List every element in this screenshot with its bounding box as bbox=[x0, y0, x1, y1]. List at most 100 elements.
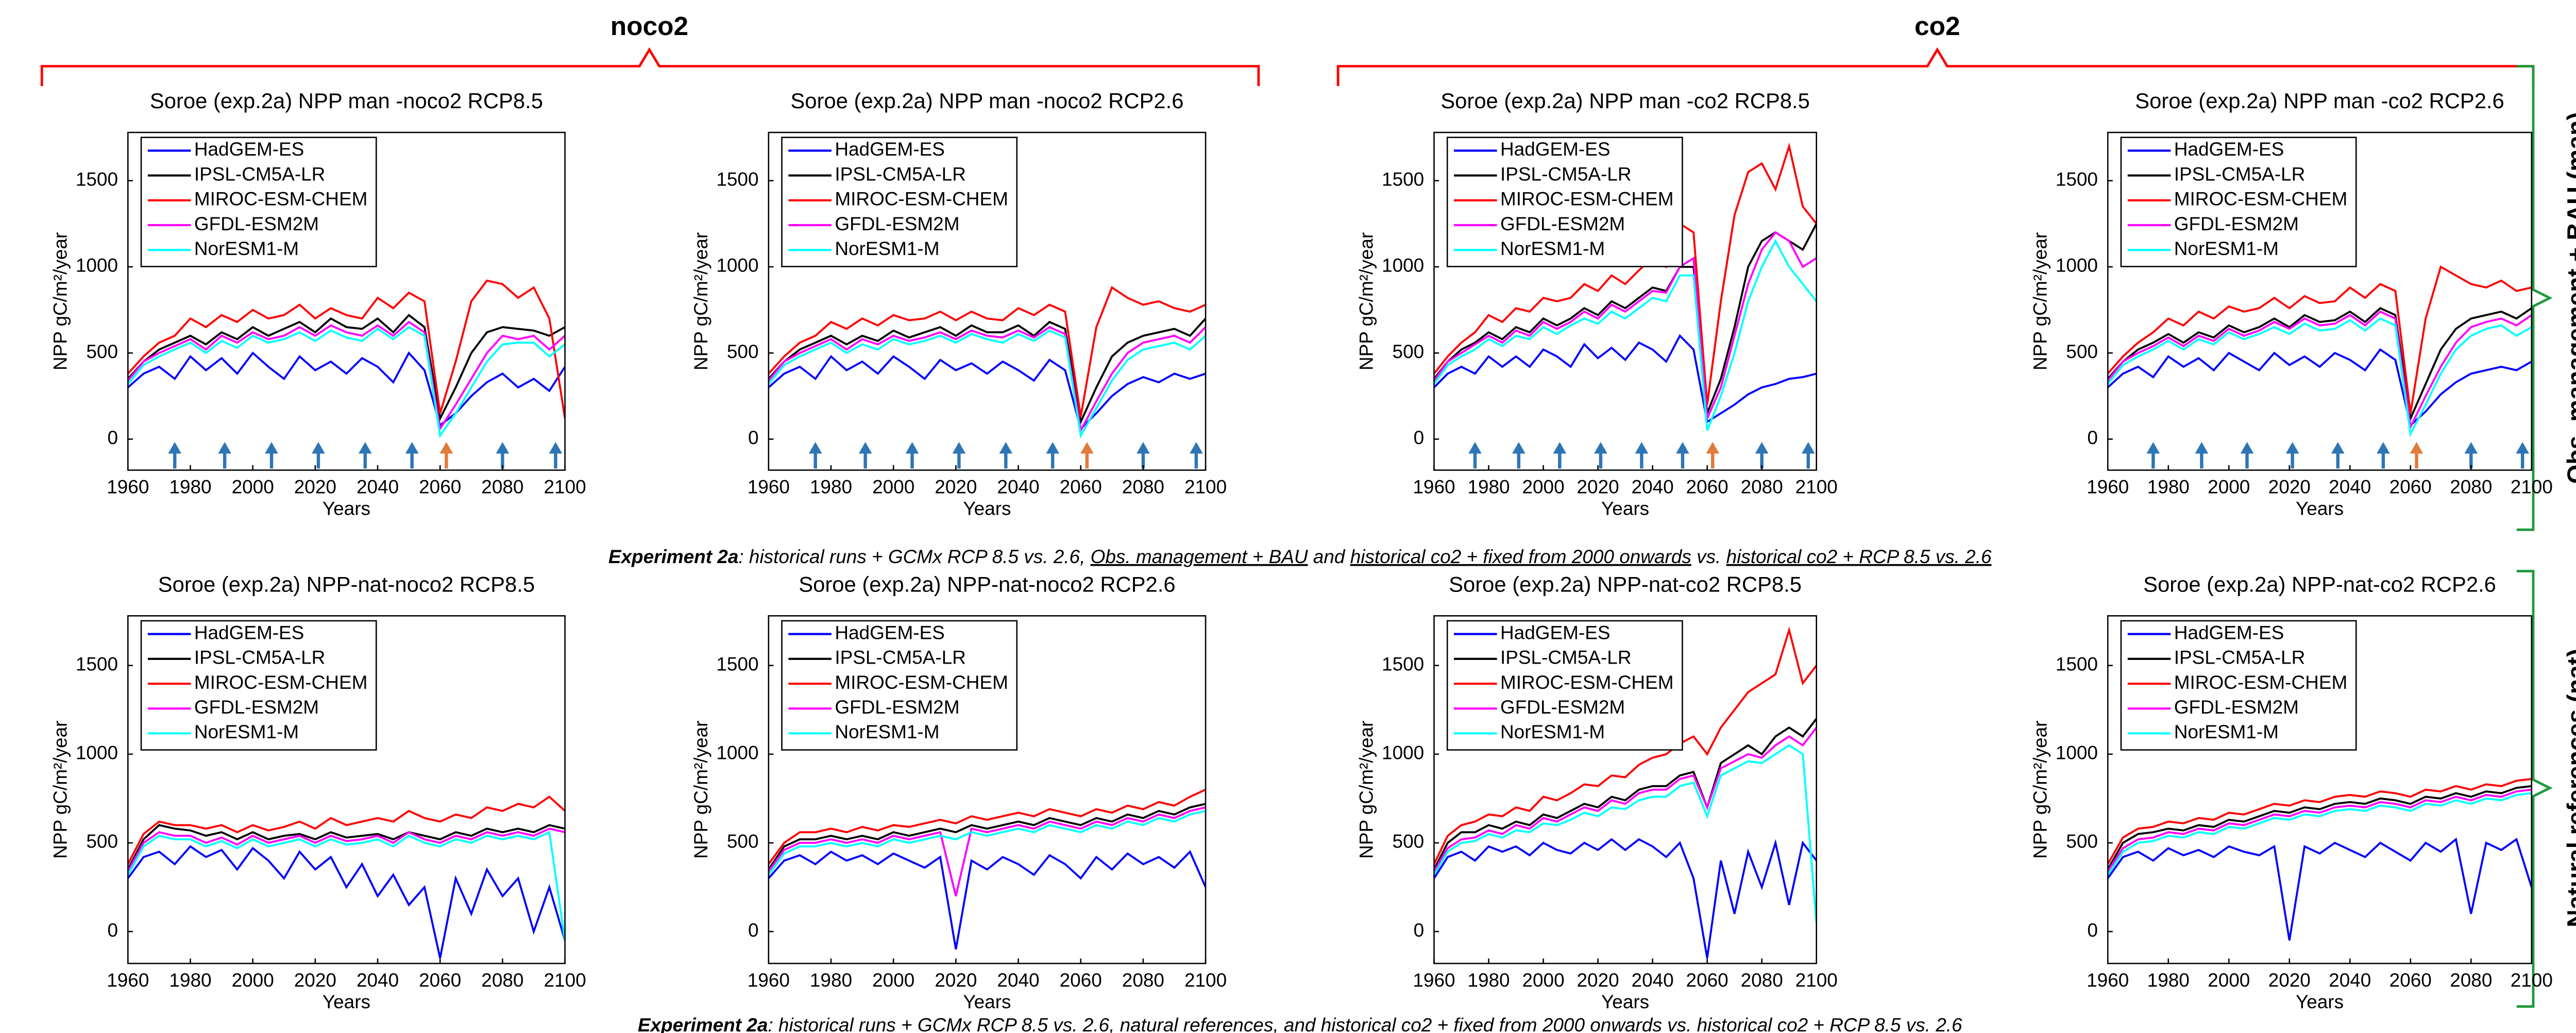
arrow-head bbox=[1755, 442, 1769, 454]
arrow-head bbox=[265, 442, 278, 454]
series-line bbox=[1434, 142, 1817, 405]
y-tick-label: 500 bbox=[727, 341, 759, 362]
caption-part: historical co2 + RCP 8.5 vs. 2.6 bbox=[1726, 546, 1992, 567]
series-line bbox=[768, 806, 1206, 896]
series-line bbox=[1434, 626, 1817, 865]
event-arrow bbox=[1046, 442, 1060, 469]
x-tick-label: 2020 bbox=[2268, 970, 2311, 991]
legend-label: NorESM1-M bbox=[194, 238, 299, 259]
panel-title: Soroe (exp.2a) NPP-nat-co2 RCP8.5 bbox=[1449, 572, 1802, 596]
series-line bbox=[768, 803, 1206, 870]
arrow-head bbox=[405, 442, 419, 454]
arrow-head bbox=[1512, 442, 1526, 454]
arrow-head bbox=[549, 442, 563, 454]
caption-part: : historical runs + GCMx RCP 8.5 vs. 2.6… bbox=[738, 546, 1090, 567]
event-arrow bbox=[999, 442, 1013, 469]
x-tick-label: 2000 bbox=[872, 477, 914, 498]
caption-part: Experiment 2a bbox=[608, 546, 739, 567]
x-tick-label: 2080 bbox=[1122, 970, 1164, 991]
event-arrow bbox=[1676, 442, 1689, 469]
x-tick-label: 2040 bbox=[357, 477, 399, 498]
panel: Soroe (exp.2a) NPP-nat-noco2 RCP2.6 Years… bbox=[690, 572, 1227, 1012]
caption: Experiment 2a: historical runs + GCMx RC… bbox=[608, 546, 1992, 567]
series-line bbox=[1434, 726, 1817, 872]
x-tick-label: 2000 bbox=[2208, 970, 2250, 991]
y-tick-label: 500 bbox=[86, 341, 118, 362]
x-tick-label: 2060 bbox=[1060, 477, 1102, 498]
y-tick-label: 1500 bbox=[716, 168, 758, 190]
series-line bbox=[768, 326, 1206, 434]
series-line bbox=[128, 831, 565, 941]
legend-label: HadGEM-ES bbox=[835, 139, 944, 160]
x-tick-label: 2100 bbox=[2511, 970, 2553, 991]
plot-frame bbox=[768, 615, 1207, 964]
legend-label: GFDL-ESM2M bbox=[1500, 213, 1625, 234]
y-tick-label: 0 bbox=[2087, 920, 2098, 941]
event-arrow bbox=[439, 442, 453, 469]
x-tick-label: 1960 bbox=[2087, 477, 2129, 498]
series-line bbox=[2108, 307, 2532, 422]
x-tick-label: 2020 bbox=[935, 477, 977, 498]
y-tick-label: 1000 bbox=[2056, 255, 2098, 276]
event-arrow bbox=[358, 442, 372, 469]
panel-title: Soroe (exp.2a) NPP-nat-noco2 RCP8.5 bbox=[158, 572, 535, 596]
legend-label: GFDL-ESM2M bbox=[835, 213, 959, 234]
event-arrow bbox=[2377, 442, 2390, 469]
series-line bbox=[1434, 239, 1817, 431]
event-arrow bbox=[1635, 442, 1649, 469]
x-tick-label: 2060 bbox=[2389, 970, 2432, 991]
legend-label: IPSL-CM5A-LR bbox=[194, 647, 326, 668]
legend-label: HadGEM-ES bbox=[2174, 139, 2284, 160]
panel: Soroe (exp.2a) NPP man -noco2 RCP8.5 Year… bbox=[50, 89, 586, 519]
arrow-head bbox=[496, 442, 510, 454]
x-tick-label: 2000 bbox=[232, 477, 274, 498]
legend-label: GFDL-ESM2M bbox=[2174, 697, 2299, 718]
y-axis-label: NPP gC/m²/year bbox=[2029, 721, 2050, 859]
caption-part: historical co2 + fixed from 2000 onwards bbox=[1350, 546, 1691, 567]
arrow-head bbox=[2410, 442, 2424, 454]
legend-label: NorESM1-M bbox=[194, 721, 299, 742]
x-axis-label: Years bbox=[1601, 991, 1649, 1012]
y-tick-label: 1500 bbox=[2056, 168, 2098, 190]
series-line bbox=[768, 317, 1206, 426]
series-line bbox=[768, 810, 1206, 876]
panel: Soroe (exp.2a) NPP man -co2 RCP2.6 Years N… bbox=[2029, 89, 2552, 519]
x-tick-label: 2020 bbox=[1577, 477, 1619, 498]
x-tick-label: 2100 bbox=[544, 477, 586, 498]
y-tick-label: 1000 bbox=[716, 255, 758, 276]
arrow-head bbox=[1801, 442, 1815, 454]
x-tick-label: 2020 bbox=[935, 970, 977, 991]
arrow-head bbox=[1635, 442, 1649, 454]
panel-title: Soroe (exp.2a) NPP man -co2 RCP2.6 bbox=[2135, 89, 2504, 113]
series-line bbox=[2108, 788, 2532, 872]
y-axis-label: NPP gC/m²/year bbox=[1356, 721, 1377, 859]
arrow-head bbox=[439, 442, 453, 454]
legend-label: IPSL-CM5A-LR bbox=[835, 647, 966, 668]
x-tick-label: 2060 bbox=[1686, 970, 1728, 991]
y-tick-label: 1500 bbox=[76, 168, 118, 190]
panel: Soroe (exp.2a) NPP-nat-co2 RCP8.5 Years NP… bbox=[1356, 572, 1838, 1012]
x-tick-label: 1960 bbox=[1413, 970, 1455, 991]
y-tick-label: 1500 bbox=[716, 653, 758, 674]
series-line bbox=[768, 354, 1206, 431]
x-tick-label: 2020 bbox=[294, 477, 336, 498]
series-line bbox=[768, 286, 1206, 417]
x-tick-label: 2100 bbox=[1184, 970, 1227, 991]
arrow-head bbox=[2195, 442, 2209, 454]
arrow-head bbox=[312, 442, 325, 454]
x-tick-label: 2080 bbox=[1741, 477, 1783, 498]
x-tick-label: 1960 bbox=[107, 477, 149, 498]
series-line bbox=[128, 326, 565, 438]
y-tick-label: 1000 bbox=[76, 742, 118, 764]
arrow-head bbox=[2146, 442, 2160, 454]
series-line bbox=[2108, 348, 2532, 428]
y-tick-label: 1500 bbox=[1382, 168, 1424, 190]
plot-frame bbox=[127, 615, 566, 964]
caption-part: Obs. management + BAU bbox=[1091, 546, 1308, 567]
arrow-head bbox=[1676, 442, 1689, 454]
x-tick-label: 1960 bbox=[2087, 970, 2129, 991]
x-tick-label: 2000 bbox=[872, 970, 914, 991]
y-axis-label: NPP gC/m²/year bbox=[690, 232, 711, 370]
